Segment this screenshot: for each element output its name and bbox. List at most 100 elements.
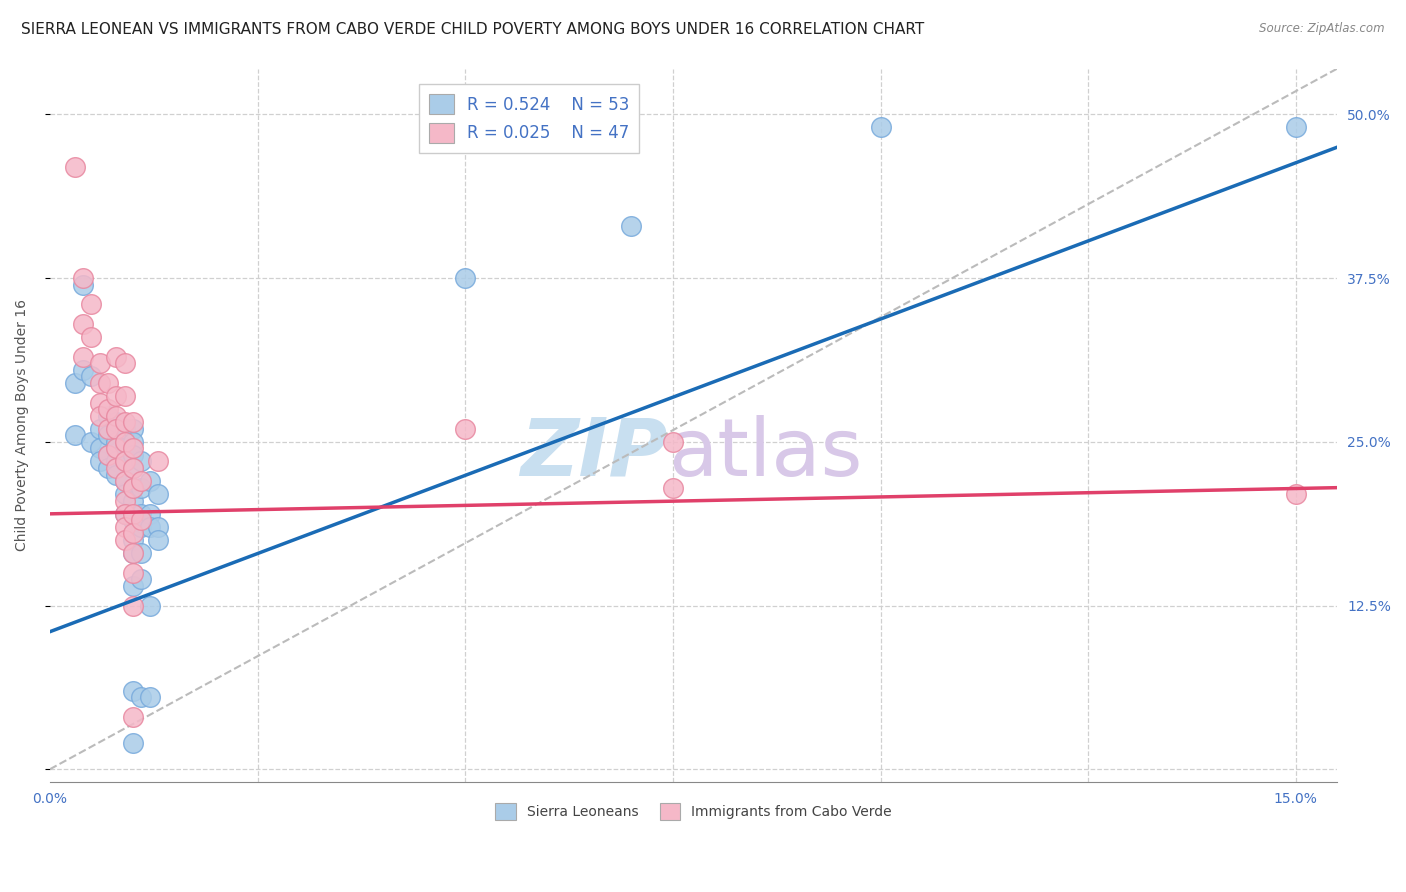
Point: [105, 389, 128, 403]
Point: [138, 520, 160, 534]
Point: [97, 461, 120, 475]
Point: [114, 422, 136, 436]
Point: [72, 363, 94, 377]
Point: [89, 395, 111, 409]
Point: [662, 434, 685, 449]
Point: [97, 409, 120, 423]
Point: [105, 434, 128, 449]
Point: [114, 454, 136, 468]
Point: [97, 422, 120, 436]
Point: [80, 369, 103, 384]
Point: [146, 487, 169, 501]
Point: [105, 467, 128, 482]
Point: [122, 683, 145, 698]
Point: [89, 409, 111, 423]
Point: [138, 599, 160, 613]
Point: [105, 409, 128, 423]
Legend: Sierra Leoneans, Immigrants from Cabo Verde: Sierra Leoneans, Immigrants from Cabo Ve…: [489, 797, 897, 825]
Point: [122, 448, 145, 462]
Point: [129, 454, 152, 468]
Point: [114, 520, 136, 534]
Point: [114, 454, 136, 468]
Point: [114, 474, 136, 488]
Point: [122, 579, 145, 593]
Point: [662, 481, 685, 495]
Point: [72, 350, 94, 364]
Point: [63, 428, 86, 442]
Point: [122, 442, 145, 456]
Point: [114, 493, 136, 508]
Point: [129, 481, 152, 495]
Point: [138, 507, 160, 521]
Point: [122, 710, 145, 724]
Point: [454, 271, 477, 285]
Point: [454, 422, 477, 436]
Point: [122, 481, 145, 495]
Point: [89, 356, 111, 370]
Point: [114, 487, 136, 501]
Point: [72, 317, 94, 331]
Point: [129, 513, 152, 527]
Point: [122, 546, 145, 560]
Point: [105, 442, 128, 456]
Point: [122, 434, 145, 449]
Text: ZIP: ZIP: [520, 415, 668, 493]
Point: [114, 507, 136, 521]
Point: [105, 461, 128, 475]
Point: [97, 402, 120, 417]
Point: [122, 415, 145, 429]
Point: [122, 461, 145, 475]
Point: [89, 422, 111, 436]
Point: [89, 454, 111, 468]
Point: [72, 271, 94, 285]
Point: [129, 507, 152, 521]
Point: [620, 219, 643, 233]
Text: SIERRA LEONEAN VS IMMIGRANTS FROM CABO VERDE CHILD POVERTY AMONG BOYS UNDER 16 C: SIERRA LEONEAN VS IMMIGRANTS FROM CABO V…: [21, 22, 924, 37]
Point: [105, 422, 128, 436]
Point: [80, 330, 103, 344]
Point: [129, 690, 152, 705]
Text: atlas: atlas: [668, 415, 862, 493]
Point: [97, 448, 120, 462]
Point: [869, 120, 891, 135]
Point: [146, 533, 169, 547]
Point: [122, 493, 145, 508]
Point: [114, 533, 136, 547]
Point: [122, 599, 145, 613]
Point: [114, 474, 136, 488]
Point: [122, 461, 145, 475]
Point: [80, 297, 103, 311]
Point: [122, 533, 145, 547]
Point: [63, 160, 86, 174]
Point: [97, 376, 120, 390]
Point: [122, 546, 145, 560]
Point: [105, 415, 128, 429]
Point: [122, 526, 145, 541]
Point: [122, 507, 145, 521]
Point: [114, 356, 136, 370]
Point: [105, 350, 128, 364]
Point: [114, 434, 136, 449]
Point: [129, 546, 152, 560]
Point: [129, 474, 152, 488]
Point: [114, 442, 136, 456]
Point: [146, 454, 169, 468]
Text: Source: ZipAtlas.com: Source: ZipAtlas.com: [1260, 22, 1385, 36]
Point: [122, 422, 145, 436]
Point: [97, 428, 120, 442]
Point: [122, 566, 145, 580]
Point: [114, 415, 136, 429]
Point: [122, 513, 145, 527]
Point: [129, 572, 152, 586]
Point: [72, 277, 94, 292]
Point: [97, 448, 120, 462]
Point: [146, 520, 169, 534]
Point: [89, 442, 111, 456]
Point: [122, 736, 145, 750]
Point: [63, 376, 86, 390]
Point: [114, 507, 136, 521]
Point: [1285, 487, 1308, 501]
Point: [122, 481, 145, 495]
Point: [138, 474, 160, 488]
Point: [138, 690, 160, 705]
